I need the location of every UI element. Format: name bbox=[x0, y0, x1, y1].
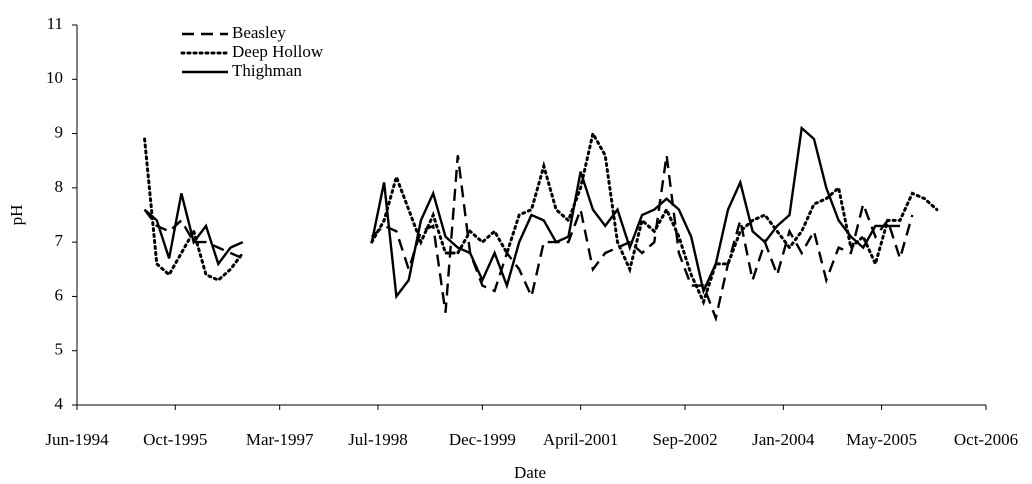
x-tick-label: Jan-2004 bbox=[752, 430, 815, 449]
x-tick-label: Jun-1994 bbox=[45, 430, 109, 449]
y-tick-label: 7 bbox=[55, 231, 64, 250]
legend-label: Beasley bbox=[232, 23, 286, 42]
x-axis-label: Date bbox=[514, 463, 546, 482]
x-tick-label: Mar-1997 bbox=[246, 430, 314, 449]
x-tick-label: Sep-2002 bbox=[652, 430, 717, 449]
legend-label: Deep Hollow bbox=[232, 42, 324, 61]
x-tick-label: Oct-2006 bbox=[954, 430, 1018, 449]
y-tick-label: 11 bbox=[47, 14, 63, 33]
x-tick-label: April-2001 bbox=[543, 430, 619, 449]
series-line bbox=[143, 155, 914, 323]
x-tick-label: Oct-1995 bbox=[143, 430, 207, 449]
y-tick-label: 5 bbox=[55, 340, 64, 359]
y-tick-label: 10 bbox=[46, 68, 63, 87]
y-tick-label: 6 bbox=[55, 285, 64, 304]
y-tick-label: 9 bbox=[55, 122, 64, 141]
y-tick-label: 8 bbox=[55, 177, 64, 196]
y-axis-label: pH bbox=[7, 205, 26, 226]
y-tick-label: 4 bbox=[55, 394, 64, 413]
series-line bbox=[143, 129, 939, 307]
series-line bbox=[143, 125, 900, 300]
x-tick-label: Jul-1998 bbox=[348, 430, 408, 449]
x-tick-label: Dec-1999 bbox=[449, 430, 516, 449]
legend-label: Thighman bbox=[232, 61, 302, 80]
x-tick-label: May-2005 bbox=[846, 430, 917, 449]
